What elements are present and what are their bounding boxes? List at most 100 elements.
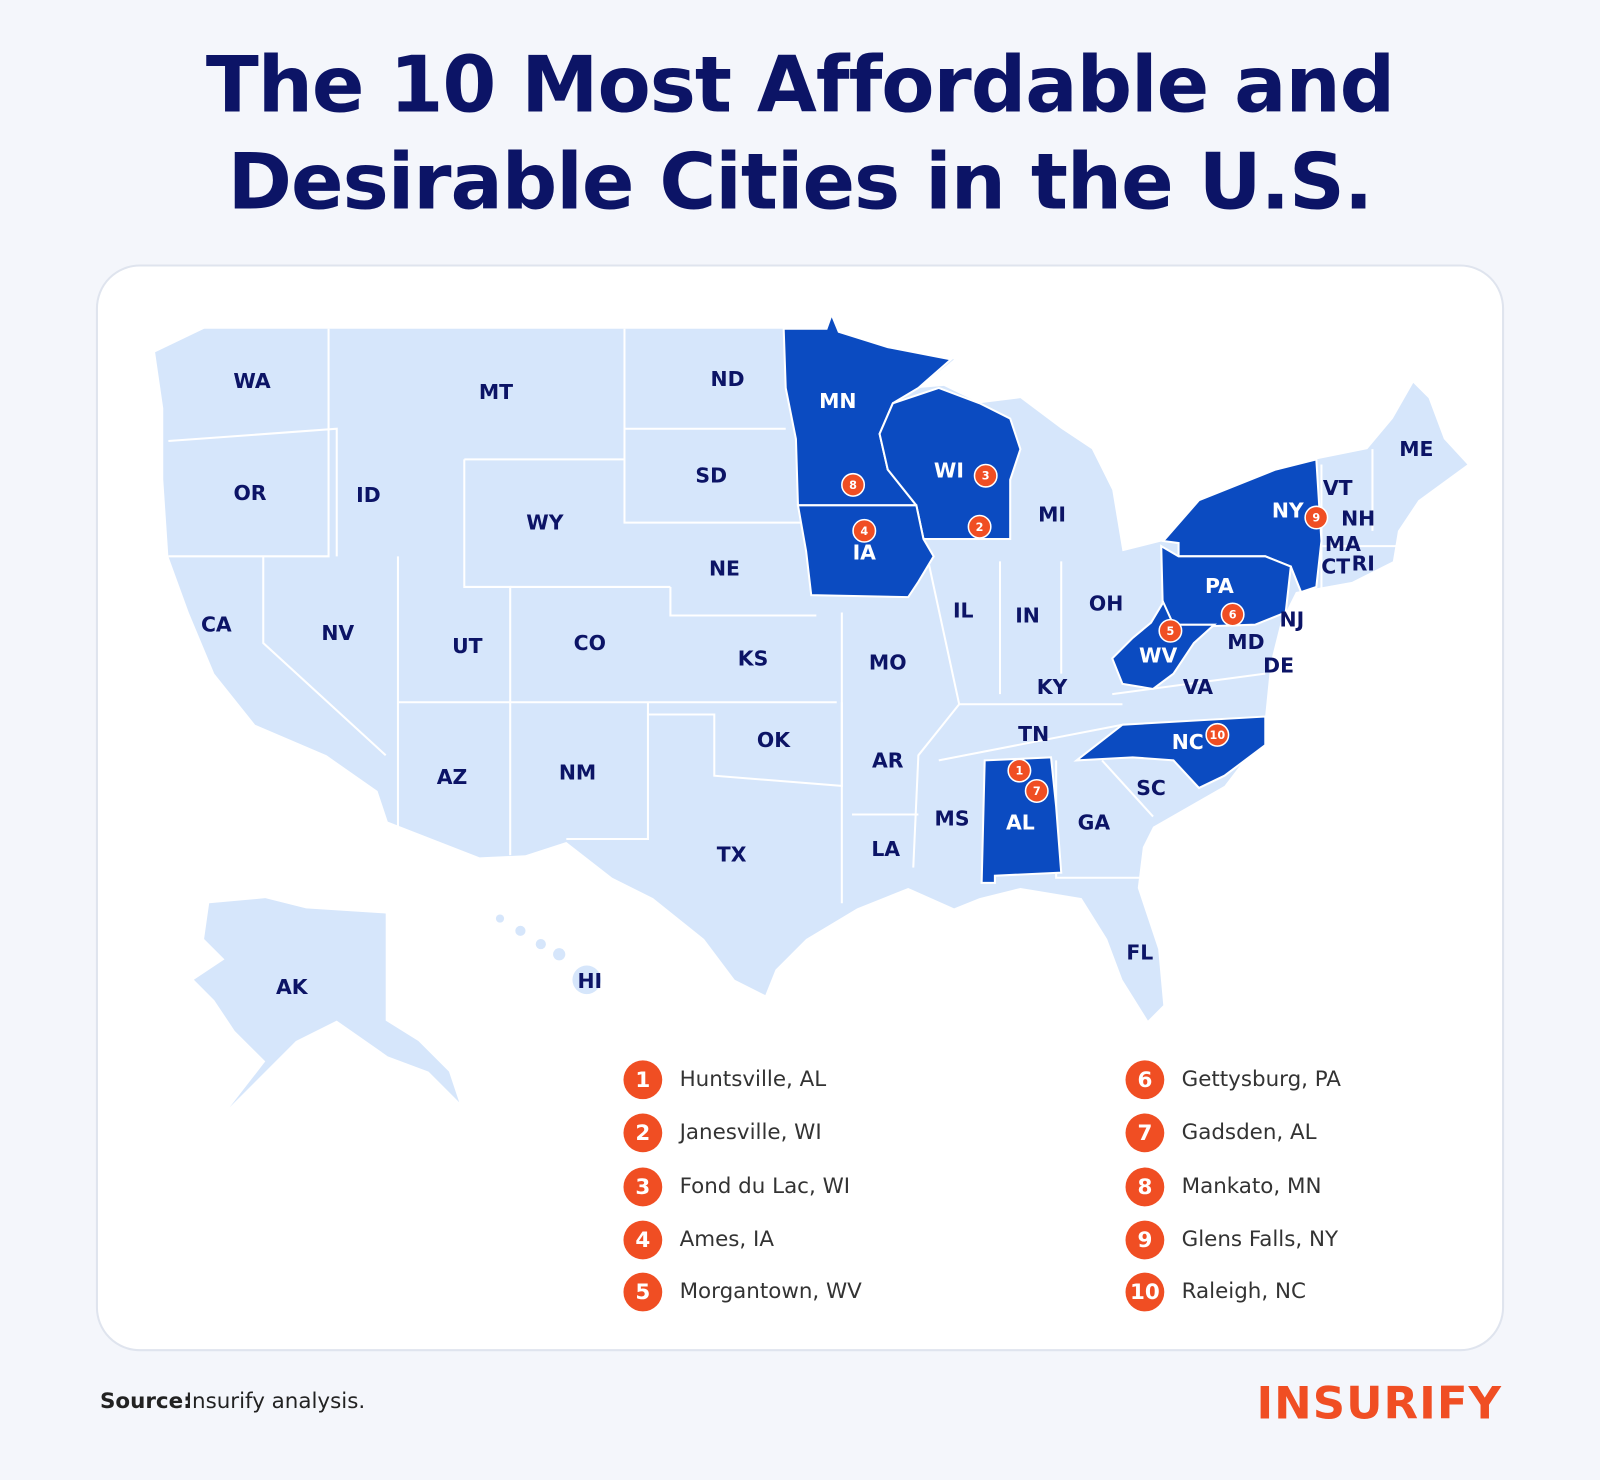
- legend-rank: 1: [635, 1068, 650, 1093]
- legend-badge: [623, 1220, 663, 1260]
- legend-rank: 9: [1137, 1228, 1152, 1253]
- alaska-shape: [193, 898, 460, 1108]
- city-marker: [1304, 505, 1329, 530]
- city-marker: [1024, 779, 1049, 804]
- city-marker-label: 6: [1229, 609, 1237, 622]
- state-label: MO: [869, 650, 907, 674]
- legend-rank: 10: [1130, 1280, 1160, 1305]
- state-label: AK: [276, 975, 309, 999]
- city-marker-label: 5: [1167, 625, 1175, 638]
- city-marker: [1220, 602, 1245, 627]
- city-marker: [1205, 722, 1230, 747]
- state-label: CT: [1321, 555, 1350, 579]
- state-label: MI: [1038, 503, 1066, 527]
- state-label: WI: [934, 459, 964, 483]
- city-marker-label: 3: [982, 470, 990, 483]
- city-marker-label: 8: [849, 479, 857, 492]
- state-label: AZ: [437, 765, 468, 789]
- state-label: WY: [526, 511, 563, 535]
- state-label: DE: [1263, 654, 1294, 678]
- highlighted-states: [782, 311, 1323, 884]
- legend-rank: 5: [635, 1280, 650, 1305]
- state-label: CO: [574, 631, 606, 655]
- state-label: NV: [321, 621, 354, 645]
- state-label: ID: [356, 483, 381, 507]
- state-label: GA: [1078, 811, 1111, 835]
- state-label: IL: [953, 598, 974, 622]
- legend-badge: [1125, 1220, 1165, 1260]
- state-label: VA: [1183, 675, 1213, 699]
- hawaii-shape: [495, 914, 602, 995]
- state-label: CA: [201, 613, 232, 637]
- state-label: MD: [1227, 630, 1264, 654]
- legend-city: Fond du Lac, WI: [680, 1174, 850, 1199]
- legend-city: Morgantown, WV: [680, 1279, 863, 1304]
- legend-rank: 6: [1137, 1068, 1152, 1093]
- state-label: NY: [1272, 498, 1304, 522]
- legend-rank: 3: [635, 1175, 650, 1200]
- state-label: KS: [738, 646, 769, 670]
- state-label: MS: [935, 807, 970, 831]
- state-label: NH: [1341, 507, 1375, 531]
- state-label: SC: [1136, 776, 1166, 800]
- state-label: LA: [871, 837, 900, 861]
- legend-badge: [1125, 1060, 1165, 1100]
- state-label: PA: [1205, 574, 1234, 598]
- state-label: AR: [872, 748, 904, 772]
- state-label: MT: [479, 380, 513, 404]
- legend-city: Mankato, MN: [1182, 1174, 1322, 1199]
- legend-rank: 8: [1137, 1175, 1152, 1200]
- city-marker: [852, 518, 877, 543]
- legend-city: Glens Falls, NY: [1182, 1227, 1339, 1252]
- state-label: IN: [1015, 604, 1040, 628]
- city-marker-label: 7: [1033, 785, 1041, 798]
- city-marker: [967, 514, 992, 539]
- legend-rank: 7: [1137, 1121, 1152, 1146]
- city-marker-label: 4: [860, 525, 868, 538]
- state-label: WV: [1139, 643, 1177, 667]
- city-marker: [841, 472, 866, 497]
- usa-outline: [155, 314, 1468, 1021]
- city-marker-label: 10: [1210, 729, 1226, 742]
- state-label: SD: [695, 464, 727, 488]
- legend-badge: [623, 1113, 663, 1153]
- state-label: TN: [1018, 722, 1049, 746]
- state-label: ME: [1399, 437, 1433, 461]
- state-label: IA: [853, 540, 877, 564]
- legend-rank: 2: [635, 1121, 650, 1146]
- legend-badge: [623, 1060, 663, 1100]
- state-label: WA: [233, 369, 271, 393]
- legend-city: Gadsden, AL: [1182, 1120, 1317, 1145]
- state-label: FL: [1126, 940, 1153, 964]
- legend-city: Huntsville, AL: [680, 1067, 827, 1092]
- state-label: AL: [1006, 811, 1035, 835]
- state-label: NJ: [1280, 608, 1305, 632]
- state-label: NE: [709, 557, 740, 581]
- legend-badge: [623, 1272, 663, 1312]
- city-marker-label: 9: [1312, 512, 1320, 525]
- city-marker: [973, 463, 998, 488]
- state-borders: [168, 328, 1398, 904]
- state-label: NM: [559, 761, 596, 785]
- state-label: MA: [1325, 532, 1361, 556]
- city-marker-label: 1: [1015, 765, 1023, 778]
- state-label: OH: [1089, 591, 1123, 615]
- legend-badge: [623, 1167, 663, 1207]
- city-marker-label: 2: [976, 521, 984, 534]
- title-line: Desirable Cities in the U.S.: [228, 137, 1373, 227]
- source-label: Source:: [100, 1389, 192, 1414]
- state-label: VT: [1323, 476, 1353, 500]
- state-label: TX: [717, 842, 747, 866]
- city-marker: [1158, 618, 1183, 643]
- state-label: OR: [233, 481, 266, 505]
- legend-city: Gettysburg, PA: [1182, 1067, 1342, 1092]
- legend-city: Raleigh, NC: [1182, 1279, 1306, 1304]
- legend-city: Ames, IA: [680, 1227, 775, 1252]
- title-line: The 10 Most Affordable and: [206, 40, 1394, 130]
- state-label: RI: [1352, 551, 1375, 575]
- legend-badge: [1125, 1113, 1165, 1153]
- legend-badge: [1125, 1167, 1165, 1207]
- legend-city: Janesville, WI: [678, 1120, 822, 1145]
- state-label: NC: [1172, 730, 1204, 754]
